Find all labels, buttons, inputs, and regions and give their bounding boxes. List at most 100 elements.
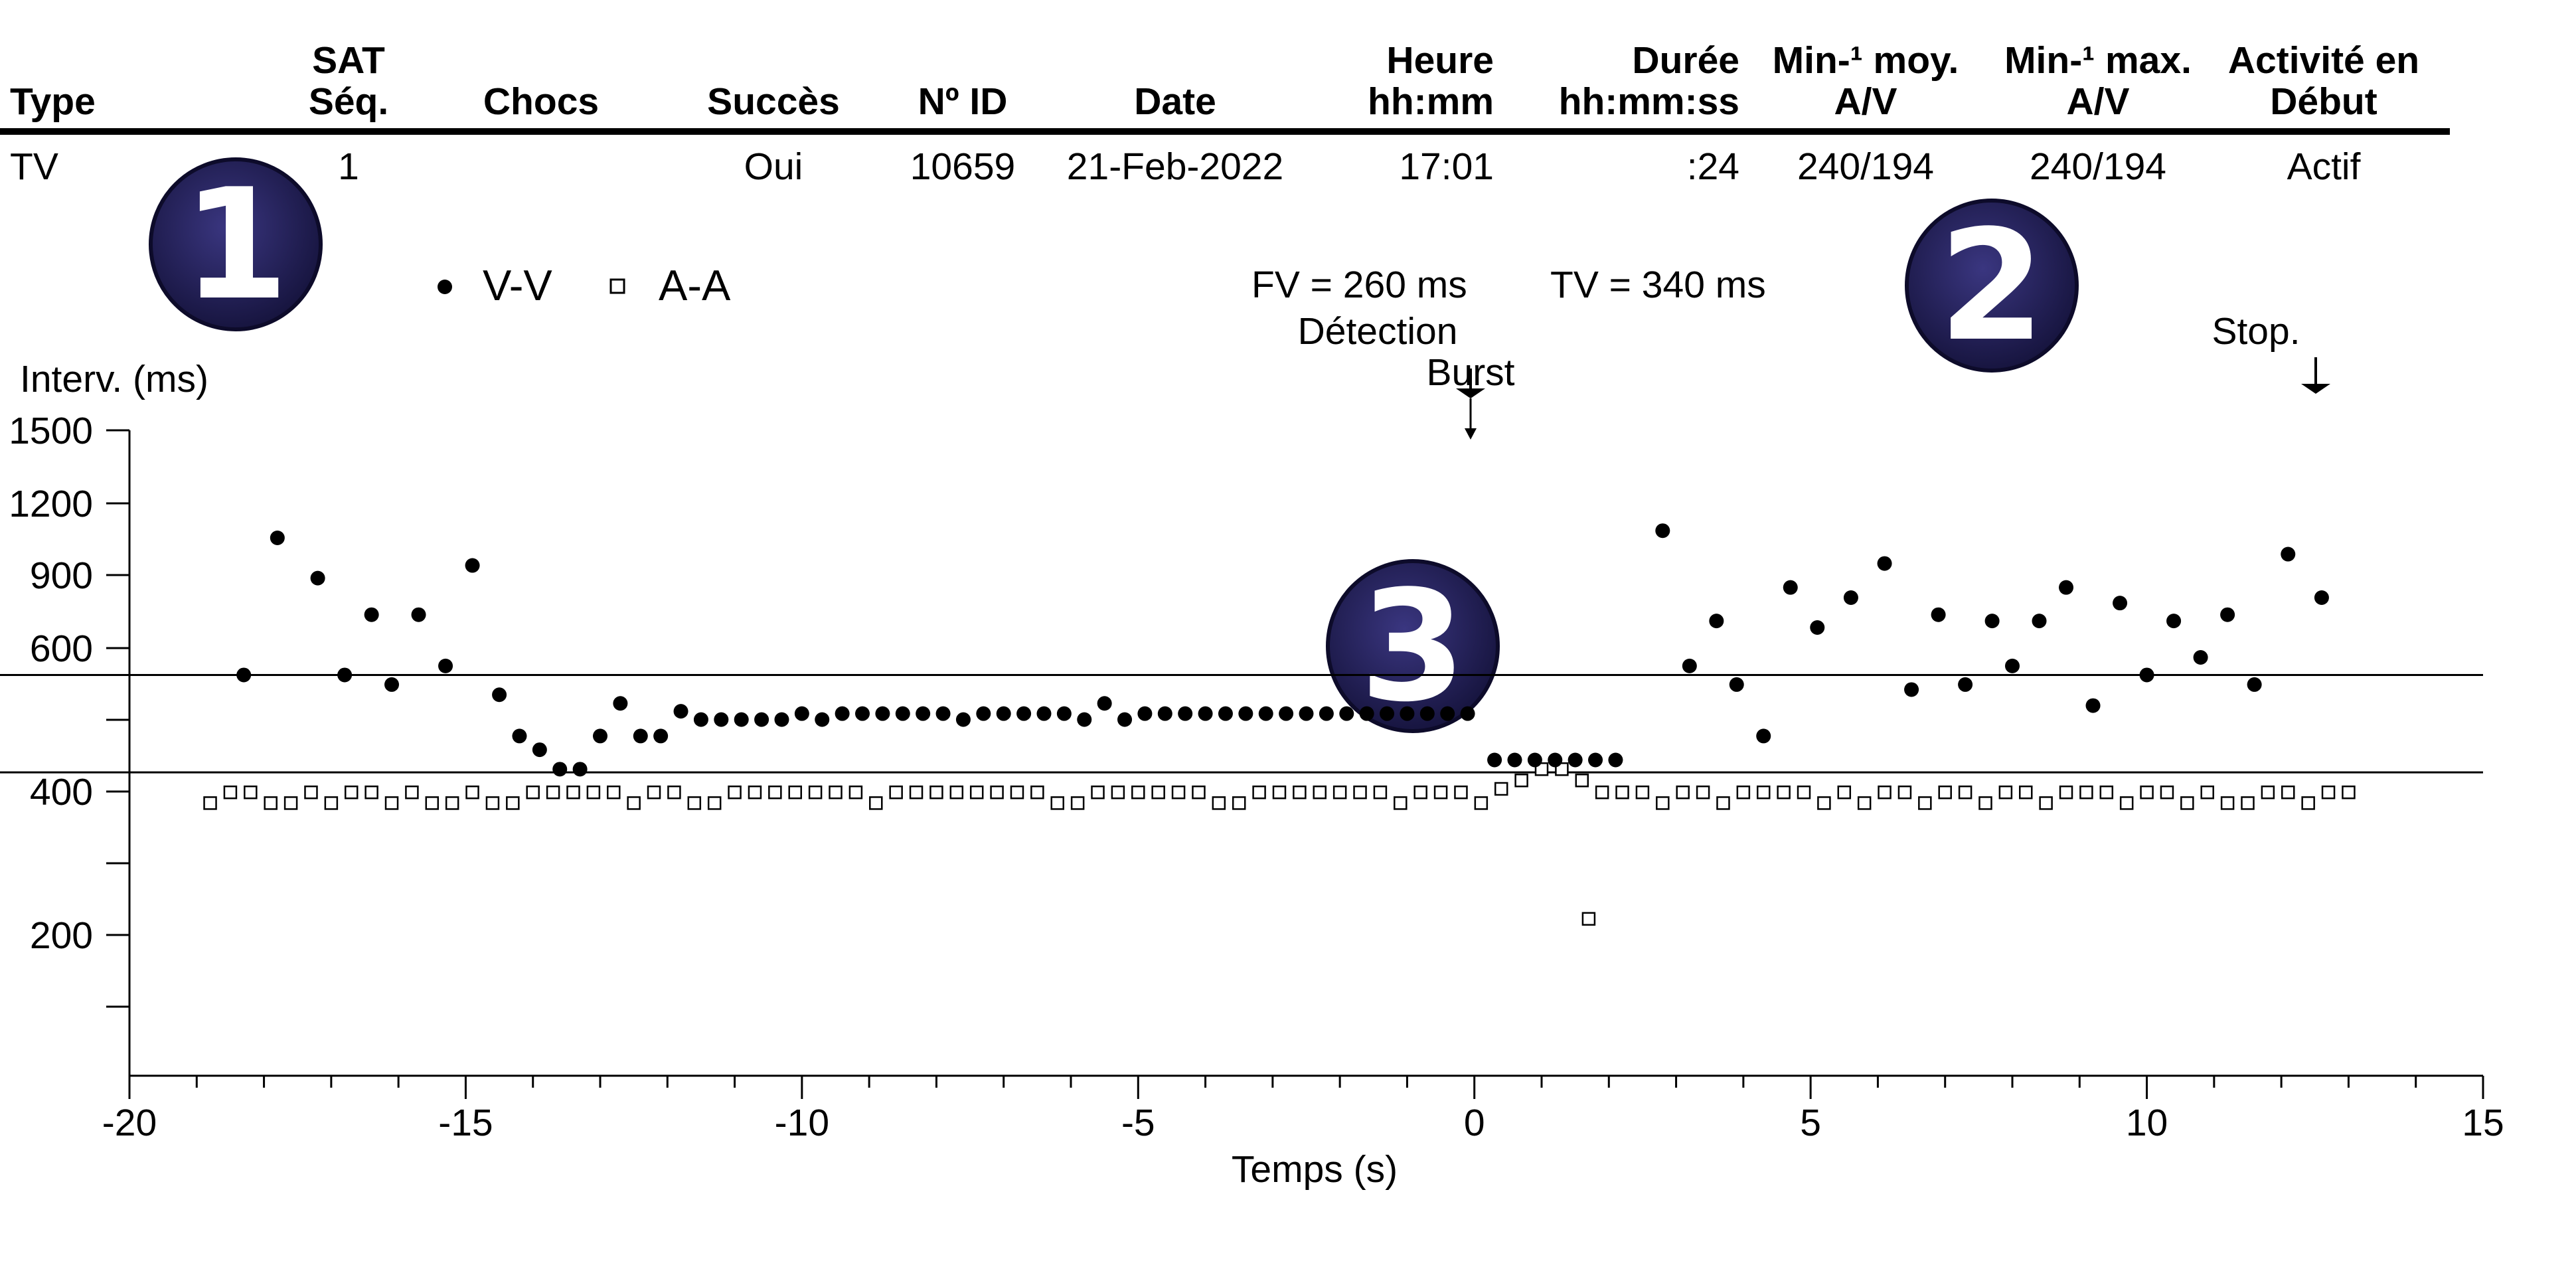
vv-point	[1036, 706, 1052, 721]
header-type: Type	[10, 80, 96, 123]
vv-point	[552, 762, 568, 777]
cell-minmoy: 240/194	[1797, 145, 1934, 188]
vv-point	[572, 762, 588, 777]
vv-point	[2281, 546, 2296, 562]
x-axis-label: Temps (s)	[1232, 1148, 1398, 1191]
y-tick-label: 600	[30, 628, 93, 670]
vv-point	[2032, 614, 2047, 629]
detection-arrow-icon	[1456, 388, 1485, 398]
aa-point	[506, 796, 520, 810]
aa-point	[1716, 796, 1730, 810]
vv-point	[2005, 658, 2020, 673]
vv-point	[2139, 667, 2154, 683]
header-activite-line-2: Début	[2270, 80, 2377, 123]
y-tick-label: 200	[30, 914, 93, 957]
detection-marker: Détection Burst	[1298, 310, 1515, 440]
cell-succes: Oui	[744, 145, 803, 188]
aa-point	[1676, 785, 1690, 799]
stop-label: Stop.	[2212, 310, 2300, 353]
aa-point	[405, 785, 419, 799]
aa-point	[2261, 785, 2275, 799]
vv-point	[1077, 712, 1092, 727]
aa-point	[1313, 785, 1327, 799]
aa-point	[384, 796, 399, 810]
aa-point	[2220, 796, 2235, 810]
vv-point	[270, 531, 285, 545]
vv-point	[492, 687, 507, 703]
aa-point	[485, 796, 500, 810]
vv-point	[1487, 752, 1502, 768]
aa-point	[1192, 785, 1206, 799]
series-aa	[203, 762, 2356, 926]
vv-point	[1460, 706, 1475, 721]
vv-point	[1178, 706, 1193, 721]
vv-point	[754, 712, 769, 727]
vv-point	[1218, 706, 1233, 721]
vv-point	[1419, 706, 1435, 721]
vv-point	[1440, 706, 1455, 721]
aa-point	[1837, 785, 1852, 799]
aa-point	[526, 785, 540, 799]
header-sat-line-2: Séq.	[309, 80, 388, 123]
vv-point	[411, 607, 426, 622]
aa-point	[768, 785, 782, 799]
aa-point	[1857, 796, 1872, 810]
aa-point	[607, 785, 621, 799]
vv-point	[1588, 752, 1603, 768]
vv-point	[1279, 706, 1294, 721]
aa-point	[223, 785, 238, 799]
x-tick-label: 5	[1800, 1102, 1821, 1144]
zone-lines	[0, 673, 2483, 774]
aa-point	[1514, 774, 1528, 788]
cell-type: TV	[10, 145, 58, 188]
aa-point	[1797, 785, 1811, 799]
aa-point	[546, 785, 560, 799]
x-tick-label: -5	[1121, 1102, 1155, 1144]
callout-badge-1: 1	[149, 157, 323, 334]
vv-point	[2059, 580, 2074, 595]
aa-point	[647, 785, 661, 799]
aa-point	[1373, 785, 1388, 799]
vv-point	[855, 706, 870, 721]
aa-point	[283, 796, 298, 810]
aa-point	[2019, 785, 2033, 799]
vv-point	[512, 728, 527, 744]
aa-point	[929, 785, 943, 799]
vv-point	[2314, 590, 2329, 605]
vv-point	[364, 607, 379, 622]
y-tick-label: 900	[30, 554, 93, 597]
zone-label-tv: TV = 340 ms	[1550, 264, 1766, 306]
vv-point	[1299, 706, 1314, 721]
header-minmoy-line-2: A/V	[1834, 80, 1897, 123]
aa-point	[1696, 785, 1710, 799]
vv-point	[734, 712, 749, 727]
aa-point	[1232, 796, 1246, 810]
aa-point	[667, 785, 681, 799]
aa-point	[2160, 785, 2174, 799]
vv-point	[2247, 677, 2262, 692]
vv-point	[1016, 706, 1032, 721]
aa-point	[627, 796, 641, 810]
aa-point	[728, 785, 742, 799]
vv-point	[384, 677, 400, 692]
header-activite-line-1: Activité en	[2228, 39, 2419, 82]
aa-point	[1030, 785, 1044, 799]
aa-point	[1131, 785, 1145, 799]
cell-minmax: 240/194	[2030, 145, 2166, 188]
aa-point	[586, 785, 601, 799]
vv-point	[1729, 677, 1744, 692]
aa-point	[1212, 796, 1226, 810]
aa-point	[869, 796, 883, 810]
aa-point	[1756, 785, 1771, 799]
vv-point	[2085, 698, 2101, 713]
aa-point	[1736, 785, 1751, 799]
cell-id: 10659	[910, 145, 1016, 188]
aa-point	[1656, 796, 1670, 810]
aa-point	[1958, 785, 1972, 799]
aa-point	[1998, 785, 2013, 799]
aa-point	[788, 785, 802, 799]
aa-point	[1918, 796, 1932, 810]
